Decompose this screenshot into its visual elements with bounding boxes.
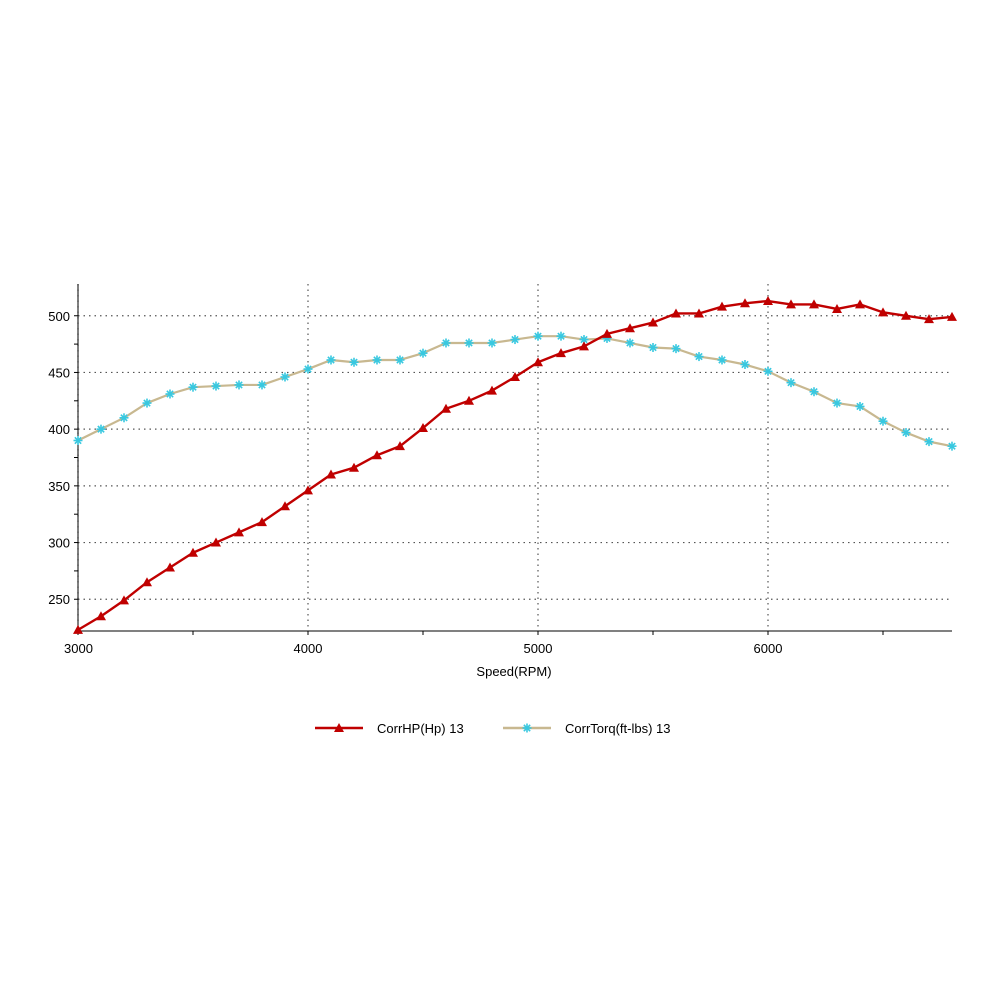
data-point-hp (211, 537, 221, 547)
data-point-torque (947, 441, 957, 451)
data-point-hp (165, 562, 175, 572)
x-tick-label-4000: 4000 (294, 641, 323, 656)
x-axis-title: Speed(RPM) (476, 664, 551, 679)
y-tick-label-250: 250 (48, 592, 70, 607)
data-point-torque (165, 389, 175, 399)
series-layer (73, 296, 957, 634)
legend-marker-torque (522, 723, 532, 733)
data-point-hp (602, 328, 612, 338)
y-tick-label-400: 400 (48, 422, 70, 437)
legend-label-hp: CorrHP(Hp) 13 (377, 721, 464, 736)
data-point-hp (96, 611, 106, 621)
data-point-hp (119, 595, 129, 605)
data-point-hp (924, 314, 934, 324)
data-point-torque (349, 357, 359, 367)
data-point-torque (832, 398, 842, 408)
data-point-hp (395, 441, 405, 451)
data-point-hp (878, 307, 888, 317)
data-point-torque (717, 355, 727, 365)
legend-marker-hp (334, 723, 344, 732)
data-point-torque (533, 331, 543, 341)
data-point-torque (326, 355, 336, 365)
data-point-torque (786, 378, 796, 388)
data-point-hp (809, 299, 819, 309)
data-point-torque (372, 355, 382, 365)
data-point-torque (142, 398, 152, 408)
series-line-hp (77, 299, 953, 631)
data-point-hp (510, 371, 520, 381)
data-point-torque (878, 416, 888, 426)
data-point-torque (763, 366, 773, 376)
data-point-torque (211, 381, 221, 391)
data-point-hp (556, 348, 566, 358)
data-point-torque (96, 424, 106, 434)
y-tick-label-450: 450 (48, 365, 70, 380)
legend: CorrHP(Hp) 13 CorrTorq(ft-lbs) 13 (315, 721, 670, 736)
data-point-hp (234, 527, 244, 537)
data-point-hp (303, 485, 313, 495)
data-point-hp (464, 395, 474, 405)
data-point-hp (418, 423, 428, 433)
data-point-hp (372, 450, 382, 460)
y-tick-label-300: 300 (48, 536, 70, 551)
data-point-torque (464, 338, 474, 348)
data-point-torque (418, 348, 428, 358)
data-point-hp (671, 308, 681, 318)
data-point-hp (441, 403, 451, 413)
y-tick-labels: 250 300 350 400 450 500 (48, 309, 70, 607)
data-point-torque (901, 428, 911, 438)
data-point-hp (855, 299, 865, 309)
y-tick-label-350: 350 (48, 479, 70, 494)
data-point-hp (786, 299, 796, 309)
data-point-torque (280, 372, 290, 382)
data-point-hp (717, 301, 727, 311)
data-point-torque (188, 382, 198, 392)
data-point-hp (832, 303, 842, 313)
data-point-hp (740, 298, 750, 308)
data-point-hp (142, 577, 152, 587)
data-point-hp (579, 341, 589, 351)
data-point-hp (763, 296, 773, 306)
legend-label-torque: CorrTorq(ft-lbs) 13 (565, 721, 670, 736)
data-point-hp (694, 308, 704, 318)
data-point-hp (487, 385, 497, 395)
x-tick-labels: 3000 4000 5000 6000 (64, 641, 782, 656)
data-point-torque (671, 344, 681, 354)
data-point-torque (855, 401, 865, 411)
data-point-torque (809, 387, 819, 397)
data-point-hp (947, 311, 957, 321)
data-point-torque (924, 437, 934, 447)
data-point-torque (303, 364, 313, 374)
data-point-torque (510, 335, 520, 345)
data-point-hp (648, 317, 658, 327)
x-tick-label-5000: 5000 (524, 641, 553, 656)
data-point-hp (257, 517, 267, 527)
data-point-hp (188, 547, 198, 557)
data-point-torque (625, 338, 635, 348)
data-point-hp (73, 624, 83, 634)
data-point-torque (395, 355, 405, 365)
data-point-torque (740, 360, 750, 370)
data-point-torque (234, 380, 244, 390)
data-point-torque (694, 352, 704, 362)
x-tick-label-6000: 6000 (754, 641, 783, 656)
data-point-hp (280, 501, 290, 511)
data-point-hp (625, 323, 635, 333)
data-point-hp (349, 462, 359, 472)
data-point-hp (901, 310, 911, 320)
axes (74, 284, 952, 635)
data-point-torque (257, 380, 267, 390)
data-point-torque (119, 413, 129, 423)
data-point-torque (648, 343, 658, 353)
data-point-hp (326, 469, 336, 479)
data-point-torque (441, 338, 451, 348)
data-point-torque (487, 338, 497, 348)
data-point-torque (556, 331, 566, 341)
y-tick-label-500: 500 (48, 309, 70, 324)
x-tick-label-3000: 3000 (64, 641, 93, 656)
data-point-hp (533, 357, 543, 367)
data-point-torque (73, 435, 83, 445)
